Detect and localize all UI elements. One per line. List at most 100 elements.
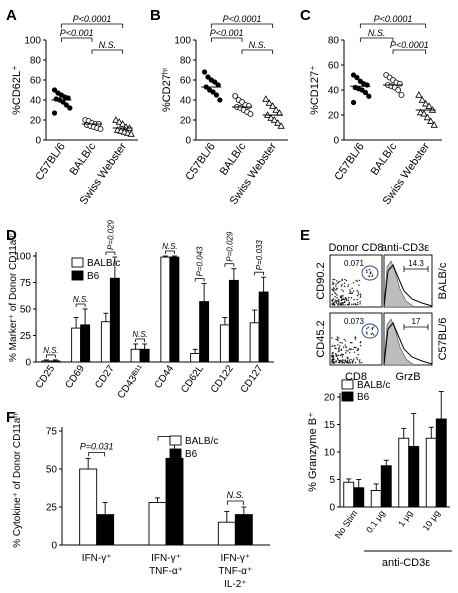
- event-dot: [337, 339, 339, 342]
- data-point: [423, 113, 432, 121]
- event-dot: [344, 360, 347, 363]
- event-dot: [371, 274, 374, 276]
- event-dot: [341, 342, 343, 344]
- category-label: 0.1 μg: [364, 508, 387, 534]
- event-dot: [332, 354, 334, 357]
- event-dot: [371, 328, 373, 330]
- y-tick-label: 10: [324, 448, 336, 459]
- panel-letter-f: F: [6, 409, 15, 426]
- event-dot: [359, 344, 362, 347]
- legend-swatch: [71, 257, 84, 268]
- bar-balbc: [370, 490, 382, 508]
- data-point: [418, 96, 426, 103]
- gate-value: 0.073: [344, 317, 365, 326]
- significance-label: P<0.001: [210, 28, 244, 38]
- flow-col-title: anti-CD3ε: [381, 242, 429, 254]
- event-dot: [340, 353, 343, 355]
- category-label: IFN-γ⁺: [220, 553, 250, 564]
- bar-balbc: [41, 360, 52, 363]
- category-label: BALB/c: [68, 140, 99, 177]
- significance-label: N.S.: [368, 28, 386, 38]
- event-dot: [353, 358, 355, 360]
- flow-x-label: GrzB: [395, 371, 420, 383]
- y-axis-label: %CD27ʰⁱ: [161, 68, 173, 112]
- event-dot: [341, 360, 343, 362]
- event-dot: [342, 302, 344, 304]
- event-dot: [349, 362, 352, 364]
- event-dot: [334, 296, 336, 298]
- event-dot: [351, 360, 354, 363]
- event-dot: [347, 350, 349, 352]
- event-dot: [355, 279, 357, 282]
- event-dot: [350, 297, 353, 299]
- event-dot: [357, 348, 359, 351]
- event-dot: [340, 299, 343, 302]
- bar-balbc: [100, 321, 111, 363]
- event-dot: [349, 352, 351, 354]
- legend-label: BALB/c: [87, 258, 120, 269]
- event-dot: [354, 337, 356, 339]
- category-label: CD27: [93, 363, 117, 391]
- y-axis-label: % Cytokine⁺ of Donor CD11aʰⁱ: [12, 412, 23, 548]
- category-label: C57BL/6: [332, 141, 366, 183]
- event-dot: [343, 338, 345, 341]
- event-dot: [348, 301, 350, 304]
- event-dot: [353, 299, 355, 301]
- y-tick-label: 60: [328, 61, 340, 72]
- event-dot: [342, 346, 345, 348]
- event-dot: [336, 280, 338, 282]
- bar-b6: [165, 457, 184, 546]
- event-dot: [353, 351, 356, 353]
- event-dot: [343, 285, 346, 288]
- event-dot: [358, 293, 360, 295]
- flow-y-label: CD45.2: [315, 320, 327, 357]
- y-tick-label: 0: [333, 136, 339, 147]
- event-dot: [338, 298, 340, 301]
- category-label: TNF-α⁺: [218, 566, 252, 577]
- data-point: [362, 89, 369, 96]
- event-dot: [371, 332, 374, 335]
- event-dot: [356, 298, 359, 301]
- data-point: [272, 106, 280, 113]
- data-point: [112, 116, 120, 123]
- legend-swatch: [341, 379, 354, 390]
- event-dot: [354, 361, 357, 364]
- event-dot: [339, 341, 341, 344]
- category-label: CD127: [239, 363, 266, 395]
- event-dot: [343, 362, 346, 364]
- category-label: CD122: [209, 363, 236, 395]
- histogram-value: 17: [412, 317, 421, 326]
- category-label: CD62L: [179, 363, 206, 395]
- event-dot: [356, 280, 359, 283]
- histogram-stim: [383, 264, 433, 308]
- event-dot: [348, 296, 350, 299]
- data-point: [366, 93, 372, 99]
- y-tick-label: 80: [328, 36, 340, 47]
- event-dot: [352, 303, 355, 305]
- event-dot: [341, 283, 343, 286]
- event-dot: [368, 268, 371, 271]
- event-dot: [338, 350, 340, 352]
- event-dot: [337, 354, 339, 356]
- event-dot: [337, 281, 340, 283]
- event-dot: [331, 289, 334, 291]
- event-dot: [336, 357, 339, 360]
- y-tick-label: 40: [30, 96, 42, 107]
- event-dot: [335, 289, 337, 291]
- event-dot: [335, 302, 338, 304]
- event-dot: [369, 272, 371, 274]
- event-dot: [359, 296, 362, 298]
- event-dot: [359, 293, 362, 296]
- data-point: [262, 95, 270, 102]
- event-dot: [339, 296, 342, 298]
- event-dot: [352, 348, 354, 351]
- bar-b6: [80, 324, 91, 363]
- event-dot: [338, 337, 340, 339]
- flow-side-label: BALB/c: [437, 262, 449, 299]
- data-point: [268, 102, 277, 109]
- event-dot: [351, 362, 354, 364]
- event-dot: [334, 292, 336, 294]
- legend-swatch: [169, 448, 182, 459]
- event-dot: [357, 353, 359, 356]
